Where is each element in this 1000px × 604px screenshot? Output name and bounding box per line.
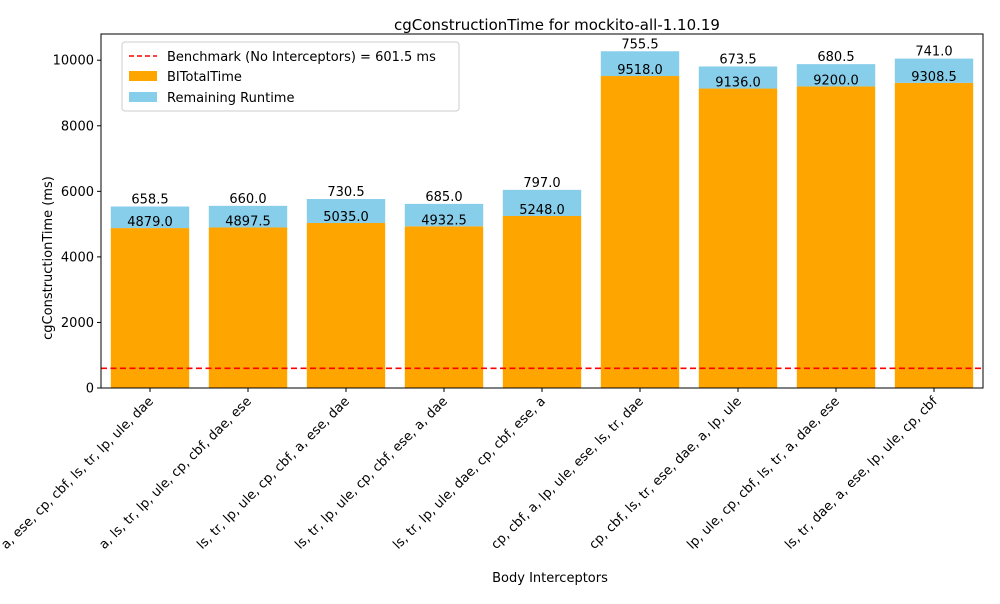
y-axis-label: cgConstructionTime (ms) — [41, 176, 56, 340]
label-bitotaltime-8: 9308.5 — [911, 70, 957, 85]
bar-remaining-1 — [208, 205, 288, 228]
bar-remaining-3 — [404, 203, 484, 227]
bar-remaining-8 — [894, 58, 974, 83]
bar-bitotaltime-4 — [502, 215, 582, 388]
label-remaining-5: 755.5 — [621, 37, 658, 52]
x-axis-label: Body Interceptors — [492, 571, 608, 586]
label-bitotaltime-4: 5248.0 — [519, 203, 565, 218]
label-remaining-2: 730.5 — [327, 185, 364, 200]
bar-remaining-4 — [502, 189, 582, 216]
x-tick-label-3: ls, tr, lp, ule, cp, cbf, ese, a, dae — [292, 394, 450, 552]
bar-remaining-7 — [796, 64, 876, 87]
bar-remaining-2 — [306, 199, 386, 223]
legend-benchmark-label: Benchmark (No Interceptors) = 601.5 ms — [167, 50, 436, 65]
bar-bitotaltime-0 — [110, 228, 190, 388]
label-bitotaltime-1: 4897.5 — [225, 214, 271, 229]
y-tick-label-1: 2000 — [61, 316, 94, 331]
label-remaining-6: 673.5 — [719, 52, 756, 67]
label-bitotaltime-2: 5035.0 — [323, 210, 369, 225]
x-tick-label-5: cp, cbf, a, lp, ule, ese, ls, tr, dae — [488, 394, 646, 552]
legend: Benchmark (No Interceptors) = 601.5 ms B… — [121, 41, 460, 112]
label-remaining-0: 658.5 — [131, 192, 168, 207]
legend-remaining-swatch — [129, 92, 157, 102]
label-bitotaltime-0: 4879.0 — [127, 215, 173, 230]
x-tick-label-2: ls, tr, lp, ule, cp, cbf, a, ese, dae — [194, 394, 352, 552]
x-tick-label-8: ls, tr, dae, a, ese, lp, ule, cp, cbf — [782, 394, 941, 553]
x-tick-label-0: a, ese, cp, cbf, ls, tr, lp, ule, dae — [0, 394, 157, 552]
bar-bitotaltime-6 — [698, 88, 778, 388]
chart-title: cgConstructionTime for mockito-all-1.10.… — [394, 16, 720, 34]
x-tick-label-1: a, ls, tr, lp, ule, cp, cbf, dae, ese — [96, 394, 254, 552]
bar-bitotaltime-8 — [894, 82, 974, 388]
x-tick-label-7: lp, ule, cp, cbf, ls, tr, a, dae, ese — [684, 394, 842, 552]
y-tick-label-2: 4000 — [61, 250, 94, 265]
bar-bitotaltime-2 — [306, 222, 386, 388]
label-bitotaltime-3: 4932.5 — [421, 213, 467, 228]
legend-bitotaltime-swatch — [129, 71, 157, 81]
bar-remaining-6 — [698, 66, 778, 89]
bar-bitotaltime-5 — [600, 76, 680, 388]
label-bitotaltime-5: 9518.0 — [617, 63, 663, 78]
label-remaining-1: 660.0 — [229, 192, 266, 207]
legend-bitotaltime-label: BITotalTime — [167, 70, 242, 85]
y-tick-label-5: 10000 — [53, 54, 94, 69]
legend-remaining-label: Remaining Runtime — [167, 91, 294, 106]
y-tick-label-3: 6000 — [61, 185, 94, 200]
label-bitotaltime-6: 9136.0 — [715, 76, 761, 91]
bars-layer: 4879.0 658.5 4897.5 660.0 5035.0 730.5 4932.5 6… — [110, 37, 974, 388]
y-axis: 0 2000 4000 6000 8000 10000 — [53, 54, 101, 397]
y-tick-label-4: 8000 — [61, 119, 94, 134]
bar-bitotaltime-1 — [208, 227, 288, 388]
bar-bitotaltime-3 — [404, 226, 484, 388]
label-bitotaltime-7: 9200.0 — [813, 73, 859, 88]
y-tick-label-0: 0 — [86, 382, 94, 397]
bar-remaining-5 — [600, 51, 680, 77]
legend-box — [121, 41, 460, 112]
label-remaining-8: 741.0 — [915, 45, 952, 60]
x-axis: a, ese, cp, cbf, ls, tr, lp, ule, daea, … — [0, 388, 941, 553]
label-remaining-4: 797.0 — [523, 176, 560, 191]
label-remaining-7: 680.5 — [817, 50, 854, 65]
bar-remaining-0 — [110, 206, 190, 229]
x-tick-label-6: cp, cbf, ls, tr, ese, dae, a, lp, ule — [586, 394, 744, 552]
x-tick-label-4: ls, tr, lp, ule, dae, cp, cbf, ese, a — [390, 394, 548, 552]
label-remaining-3: 685.0 — [425, 190, 462, 205]
bar-bitotaltime-7 — [796, 86, 876, 388]
